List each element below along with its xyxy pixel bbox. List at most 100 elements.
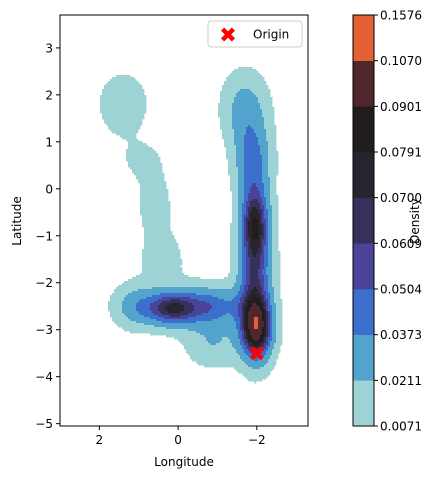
density-cell-0 bbox=[210, 287, 213, 290]
density-cell-0 bbox=[152, 285, 155, 288]
density-cell-2 bbox=[256, 161, 259, 164]
density-cell-0 bbox=[158, 161, 161, 164]
density-cell-1 bbox=[266, 205, 269, 208]
density-cell-1 bbox=[252, 119, 255, 122]
density-cell-2 bbox=[242, 279, 245, 282]
density-cell-3 bbox=[260, 261, 263, 264]
density-cell-0 bbox=[146, 147, 149, 150]
density-cell-0 bbox=[140, 199, 143, 202]
density-cell-0 bbox=[154, 173, 157, 176]
density-cell-1 bbox=[238, 283, 241, 286]
density-cell-0 bbox=[234, 245, 237, 248]
density-cell-2 bbox=[264, 275, 267, 278]
density-cell-0 bbox=[130, 285, 133, 288]
density-cell-0 bbox=[220, 281, 223, 284]
density-cell-1 bbox=[248, 121, 251, 124]
density-cell-3 bbox=[250, 187, 253, 190]
density-cell-0 bbox=[234, 197, 237, 200]
density-cell-3 bbox=[264, 227, 267, 230]
density-cell-0 bbox=[268, 117, 271, 120]
density-cell-1 bbox=[258, 103, 261, 106]
density-cell-0 bbox=[242, 69, 245, 72]
density-cell-0 bbox=[206, 283, 209, 286]
density-cell-1 bbox=[242, 127, 245, 130]
density-cell-0 bbox=[232, 225, 235, 228]
density-cell-1 bbox=[250, 123, 253, 126]
density-cell-2 bbox=[252, 143, 255, 146]
density-cell-2 bbox=[252, 165, 255, 168]
density-cell-0 bbox=[274, 133, 277, 136]
density-cell-0 bbox=[148, 219, 151, 222]
density-cell-2 bbox=[248, 163, 251, 166]
density-cell-1 bbox=[268, 177, 271, 180]
density-cell-0 bbox=[144, 151, 147, 154]
density-cell-4 bbox=[250, 261, 253, 264]
density-cell-0 bbox=[122, 131, 125, 134]
density-cell-0 bbox=[134, 283, 137, 286]
density-cell-1 bbox=[176, 287, 179, 290]
density-cell-0 bbox=[144, 275, 147, 278]
density-cell-0 bbox=[224, 285, 227, 288]
density-cell-5 bbox=[258, 243, 261, 246]
density-cell-0 bbox=[270, 183, 273, 186]
density-cell-0 bbox=[140, 207, 143, 210]
density-cell-0 bbox=[190, 279, 193, 282]
density-cell-0 bbox=[244, 83, 247, 86]
density-cell-0 bbox=[230, 267, 233, 270]
density-cell-1 bbox=[236, 293, 239, 296]
density-cell-0 bbox=[138, 105, 141, 108]
density-cell-0 bbox=[186, 281, 189, 284]
density-cell-0 bbox=[230, 119, 233, 122]
density-cell-0 bbox=[106, 123, 109, 126]
density-cell-0 bbox=[234, 79, 237, 82]
density-cell-0 bbox=[144, 205, 147, 208]
density-cell-2 bbox=[244, 203, 247, 206]
density-cell-2 bbox=[244, 191, 247, 194]
density-cell-1 bbox=[260, 145, 263, 148]
density-cell-0 bbox=[162, 249, 165, 252]
density-cell-1 bbox=[268, 209, 271, 212]
density-cell-1 bbox=[262, 139, 265, 142]
density-cell-0 bbox=[140, 95, 143, 98]
density-cell-0 bbox=[162, 195, 165, 198]
density-cell-0 bbox=[152, 255, 155, 258]
density-cell-0 bbox=[146, 259, 149, 262]
density-cell-1 bbox=[254, 97, 257, 100]
density-cell-0 bbox=[224, 119, 227, 122]
density-cell-0 bbox=[168, 279, 171, 282]
density-cell-1 bbox=[268, 215, 271, 218]
density-cell-0 bbox=[236, 171, 239, 174]
density-cell-0 bbox=[146, 271, 149, 274]
density-cell-0 bbox=[272, 177, 275, 180]
density-cell-0 bbox=[140, 277, 143, 280]
density-cell-0 bbox=[276, 265, 279, 268]
density-cell-0 bbox=[230, 107, 233, 110]
density-cell-0 bbox=[236, 239, 239, 242]
density-cell-2 bbox=[246, 163, 249, 166]
density-cell-0 bbox=[260, 95, 263, 98]
density-cell-0 bbox=[128, 117, 131, 120]
density-cell-0 bbox=[158, 221, 161, 224]
density-cell-2 bbox=[146, 297, 149, 300]
density-cell-0 bbox=[234, 75, 237, 78]
density-cell-0 bbox=[230, 183, 233, 186]
density-cell-0 bbox=[136, 143, 139, 146]
density-cell-0 bbox=[218, 115, 221, 118]
density-cell-0 bbox=[168, 271, 171, 274]
density-cell-2 bbox=[248, 185, 251, 188]
density-cell-0 bbox=[164, 207, 167, 210]
density-cell-4 bbox=[252, 265, 255, 268]
density-cell-1 bbox=[250, 101, 253, 104]
density-cell-1 bbox=[268, 249, 271, 252]
density-cell-0 bbox=[254, 81, 257, 84]
density-cell-0 bbox=[144, 235, 147, 238]
density-cell-0 bbox=[106, 99, 109, 102]
density-cell-1 bbox=[208, 291, 211, 294]
density-cell-2 bbox=[246, 177, 249, 180]
density-cell-1 bbox=[246, 111, 249, 114]
density-cell-0 bbox=[140, 89, 143, 92]
density-cell-0 bbox=[120, 295, 123, 298]
density-cell-1 bbox=[240, 243, 243, 246]
density-cell-1 bbox=[238, 233, 241, 236]
density-cell-0 bbox=[154, 233, 157, 236]
